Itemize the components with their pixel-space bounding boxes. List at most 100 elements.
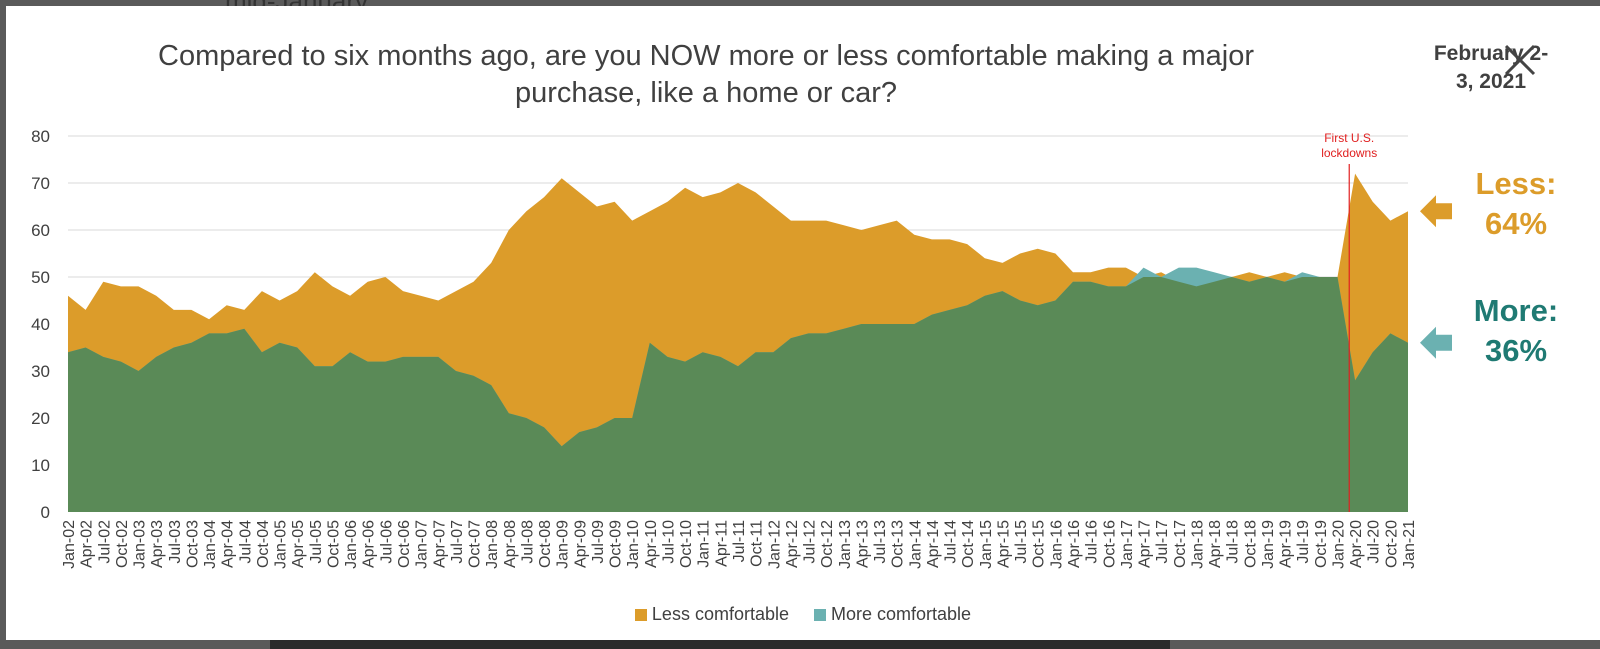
backdrop-bottom-strip [270,640,1170,649]
x-tick-Oct-04: Oct-04 [255,520,272,568]
x-tick-Jan-13: Jan-13 [837,520,854,569]
x-tick-Oct-08: Oct-08 [537,520,554,568]
x-tick-Apr-02: Apr-02 [79,520,96,568]
annotation-text-line1: First U.S. [1324,131,1374,145]
end-arrows [1420,195,1452,359]
x-tick-Oct-12: Oct-12 [819,520,836,568]
y-tick-30: 30 [31,362,50,381]
x-tick-Jan-02: Jan-02 [61,520,78,569]
y-tick-50: 50 [31,268,50,287]
x-tick-Jul-05: Jul-05 [308,520,325,564]
x-tick-Oct-11: Oct-11 [749,520,766,567]
y-tick-40: 40 [31,315,50,334]
annotation-text-line2: lockdowns [1321,146,1377,160]
legend-item-less: Less comfortable [634,603,789,625]
x-tick-Oct-07: Oct-07 [467,520,484,568]
x-tick-Jan-21: Jan-21 [1401,520,1418,569]
x-tick-Jul-07: Jul-07 [449,520,466,564]
x-tick-Jul-20: Jul-20 [1366,520,1383,564]
x-tick-Apr-05: Apr-05 [290,520,307,568]
x-tick-Oct-14: Oct-14 [960,520,977,568]
arrow-less-icon [1420,195,1452,228]
x-tick-Jul-14: Jul-14 [943,520,960,564]
x-tick-Jan-03: Jan-03 [132,520,149,569]
y-tick-70: 70 [31,174,50,193]
x-tick-Jul-19: Jul-19 [1295,520,1312,564]
x-tick-Jul-16: Jul-16 [1084,520,1101,564]
x-tick-Jan-11: Jan-11 [696,520,713,568]
x-tick-Apr-15: Apr-15 [996,520,1013,568]
chart-title: Compared to six months ago, are you NOW … [158,40,1254,109]
x-tick-Apr-13: Apr-13 [854,520,871,568]
x-tick-Jan-15: Jan-15 [978,520,995,569]
x-tick-Apr-17: Apr-17 [1137,520,1154,568]
x-tick-Apr-09: Apr-09 [572,520,589,568]
x-tick-Jan-18: Jan-18 [1189,520,1206,569]
x-tick-Jul-03: Jul-03 [167,520,184,564]
x-tick-Jul-13: Jul-13 [872,520,889,564]
x-tick-Jan-12: Jan-12 [766,520,783,569]
x-tick-Jul-04: Jul-04 [237,520,254,564]
x-tick-Oct-18: Oct-18 [1242,520,1259,568]
x-tick-Apr-06: Apr-06 [361,520,378,568]
x-tick-Jan-06: Jan-06 [343,520,360,569]
x-tick-Apr-03: Apr-03 [149,520,166,568]
x-axis: Jan-02 Apr-02 Jul-02 Oct-02 Jan-03 Apr-03 Jul-… [61,520,1418,569]
x-tick-Oct-19: Oct-19 [1313,520,1330,568]
x-tick-Jan-19: Jan-19 [1260,520,1277,569]
y-axis: 0 10 20 30 40 50 60 70 80 [31,127,50,522]
y-tick-0: 0 [41,503,50,522]
x-tick-Jul-02: Jul-02 [96,520,113,564]
x-tick-Jan-08: Jan-08 [484,520,501,569]
x-tick-Jan-09: Jan-09 [555,520,572,569]
end-label-more-title: More: [1473,293,1559,328]
x-tick-Apr-12: Apr-12 [784,520,801,568]
x-tick-Jan-17: Jan-17 [1119,520,1136,569]
x-tick-Oct-06: Oct-06 [396,520,413,568]
legend-label-more: More comfortable [831,603,972,624]
x-tick-Oct-10: Oct-10 [678,520,695,568]
x-tick-Jan-14: Jan-14 [907,520,924,569]
x-tick-Oct-16: Oct-16 [1101,520,1118,568]
x-tick-Apr-18: Apr-18 [1207,520,1224,568]
x-tick-Jul-15: Jul-15 [1013,520,1030,564]
x-tick-Apr-14: Apr-14 [925,520,942,568]
legend: Less comfortable More comfortable [6,603,1600,625]
annotations: First U.S.lockdowns [1321,131,1377,512]
x-tick-Oct-02: Oct-02 [114,520,131,568]
close-icon[interactable] [1500,40,1540,80]
x-tick-Jul-10: Jul-10 [661,520,678,564]
x-tick-Jan-04: Jan-04 [202,520,219,569]
x-tick-Jul-17: Jul-17 [1154,520,1171,564]
x-tick-Jan-10: Jan-10 [625,520,642,569]
x-tick-Oct-17: Oct-17 [1172,520,1189,568]
x-tick-Oct-20: Oct-20 [1383,520,1400,568]
legend-swatch-less [634,608,647,621]
legend-label-less: Less comfortable [651,603,789,624]
arrow-more-icon [1420,326,1452,359]
y-tick-20: 20 [31,409,50,428]
legend-item-more: More comfortable [814,604,971,625]
x-tick-Jan-05: Jan-05 [273,520,290,569]
x-tick-Apr-10: Apr-10 [643,520,660,568]
x-tick-Jul-09: Jul-09 [590,520,607,564]
chart-dialog: Compared to six months ago, are you NOW … [6,6,1600,640]
x-tick-Apr-16: Apr-16 [1066,520,1083,568]
y-tick-10: 10 [31,456,50,475]
x-tick-Jul-08: Jul-08 [519,520,536,564]
end-label-less-title: Less: [1475,166,1557,201]
x-tick-Oct-09: Oct-09 [608,520,625,568]
y-tick-80: 80 [31,127,50,146]
end-label-more-value: 36% [1484,333,1548,368]
end-label-less: Less: 64% [1461,164,1571,244]
x-tick-Jan-07: Jan-07 [414,520,431,569]
x-tick-Oct-03: Oct-03 [184,520,201,568]
x-tick-Apr-07: Apr-07 [431,520,448,568]
x-tick-Jul-12: Jul-12 [802,520,819,564]
x-tick-Oct-13: Oct-13 [890,520,907,568]
x-tick-Jul-06: Jul-06 [378,520,395,564]
x-tick-Apr-11: Apr-11 [713,520,730,567]
end-label-less-value: 64% [1484,206,1548,241]
y-tick-60: 60 [31,221,50,240]
